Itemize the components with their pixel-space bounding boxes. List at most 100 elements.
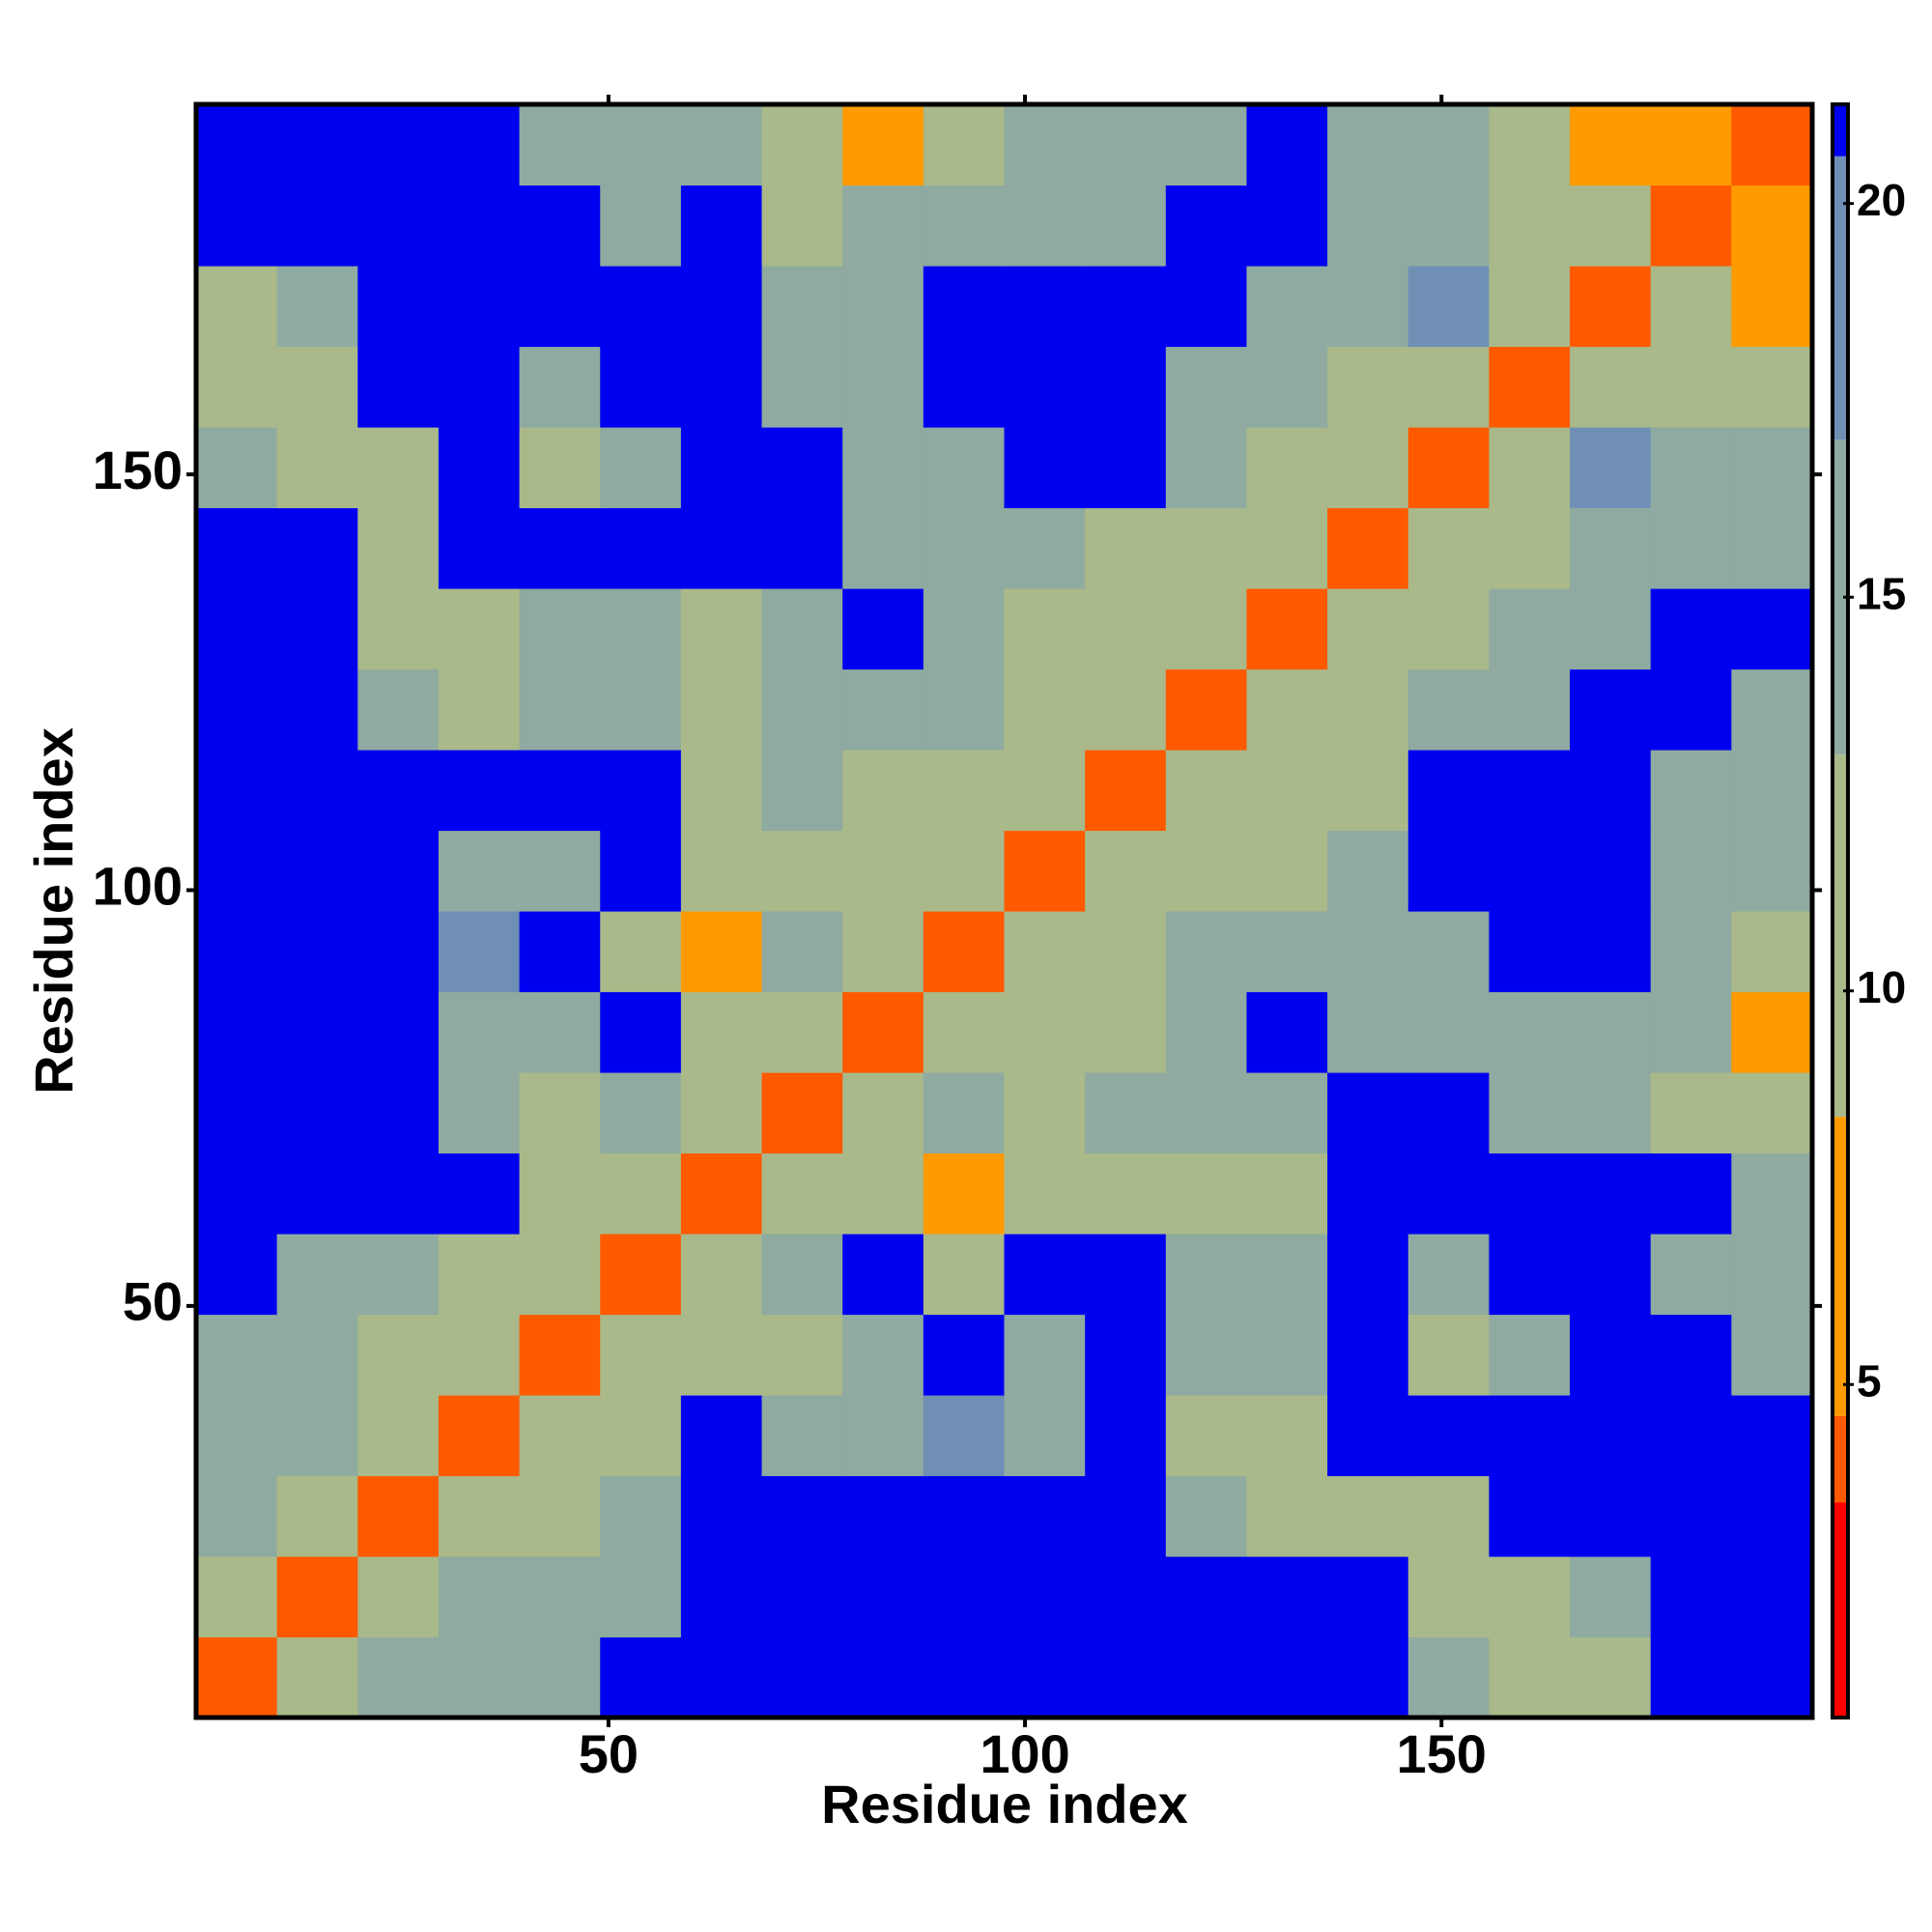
- heatmap-cell: [842, 1314, 924, 1396]
- heatmap-cell: [438, 911, 521, 993]
- heatmap-cell: [519, 427, 601, 509]
- heatmap-cell: [600, 346, 682, 428]
- heatmap-cell: [196, 750, 278, 832]
- heatmap-cell: [1407, 1636, 1490, 1719]
- heatmap-cell: [1407, 1314, 1490, 1396]
- heatmap-cell: [1327, 1314, 1409, 1396]
- heatmap-cell: [1165, 104, 1248, 186]
- heatmap-cell: [842, 1475, 924, 1557]
- heatmap-cell: [519, 588, 601, 670]
- heatmap-cell: [1489, 1395, 1571, 1477]
- x-tick-label: 100: [980, 1723, 1069, 1784]
- heatmap-cell: [842, 185, 924, 267]
- heatmap-cell: [680, 346, 763, 428]
- heatmap-cell: [1004, 1314, 1086, 1396]
- heatmap-cell: [1407, 830, 1490, 912]
- heatmap-cell: [196, 346, 278, 428]
- heatmap-cell: [1327, 1475, 1409, 1557]
- heatmap-cell: [1731, 1314, 1813, 1396]
- heatmap-cell: [1650, 507, 1732, 589]
- heatmap-cell: [600, 1072, 682, 1154]
- heatmap-cell: [761, 1072, 843, 1154]
- heatmap-cell: [1165, 1636, 1248, 1719]
- heatmap-cell: [1004, 668, 1086, 751]
- heatmap-cell: [923, 750, 1006, 832]
- heatmap-cell: [196, 1395, 278, 1477]
- heatmap-cell: [1085, 1636, 1167, 1719]
- heatmap-cell: [1085, 346, 1167, 428]
- heatmap-cell: [761, 1314, 843, 1396]
- heatmap-cell: [196, 588, 278, 670]
- heatmap-cell: [276, 588, 358, 670]
- heatmap-cell: [1489, 668, 1571, 751]
- heatmap-cell: [1085, 1475, 1167, 1557]
- heatmap-cell: [276, 1475, 358, 1557]
- heatmap-cell: [438, 507, 521, 589]
- heatmap-cell: [1407, 427, 1490, 509]
- heatmap-cell: [923, 427, 1006, 509]
- heatmap-cell: [1650, 1152, 1732, 1235]
- heatmap-cell: [1407, 266, 1490, 348]
- heatmap-cell: [1650, 104, 1732, 186]
- heatmap-cell: [276, 507, 358, 589]
- heatmap-cell: [519, 1475, 601, 1557]
- heatmap-cell: [1165, 750, 1248, 832]
- heatmap-cell: [1570, 911, 1652, 993]
- heatmap-cell: [1407, 346, 1490, 428]
- heatmap-cell: [1246, 1636, 1328, 1719]
- colorbar-frame: [1831, 102, 1850, 1719]
- heatmap-cell: [276, 830, 358, 912]
- heatmap-cell: [438, 991, 521, 1073]
- heatmap-cell: [1327, 830, 1409, 912]
- heatmap-cell: [1650, 266, 1732, 348]
- heatmap-cell: [196, 830, 278, 912]
- heatmap-cell: [923, 1636, 1006, 1719]
- heatmap-cell: [519, 1556, 601, 1638]
- heatmap-cell: [842, 1556, 924, 1638]
- heatmap-cell: [1327, 991, 1409, 1073]
- heatmap-cell: [519, 104, 601, 186]
- heatmap-cell: [357, 1314, 440, 1396]
- heatmap-cell: [196, 1636, 278, 1719]
- heatmap-cell: [1731, 104, 1813, 186]
- heatmap-cell: [1165, 1556, 1248, 1638]
- heatmap-cell: [438, 1072, 521, 1154]
- heatmap-cell: [357, 507, 440, 589]
- heatmap-cell: [1650, 668, 1732, 751]
- heatmap-cell: [1731, 991, 1813, 1073]
- heatmap-cell: [761, 507, 843, 589]
- y-tick-label: 50: [123, 1271, 183, 1332]
- heatmap-cell: [600, 1314, 682, 1396]
- heatmap-cell: [1165, 1072, 1248, 1154]
- heatmap-cell: [1489, 185, 1571, 267]
- heatmap-cell: [923, 668, 1006, 751]
- heatmap-cell: [1004, 588, 1086, 670]
- heatmap-cell: [1327, 507, 1409, 589]
- heatmap-cell: [761, 266, 843, 348]
- heatmap-cell: [680, 830, 763, 912]
- heatmap-cell: [1246, 185, 1328, 267]
- heatmap-cell: [1731, 346, 1813, 428]
- heatmap-cell: [1650, 1395, 1732, 1477]
- heatmap-cell: [1085, 266, 1167, 348]
- heatmap-cell: [1327, 1234, 1409, 1316]
- heatmap-cell: [1407, 185, 1490, 267]
- heatmap-cell: [680, 1234, 763, 1316]
- heatmap-cell: [276, 750, 358, 832]
- heatmap-cell: [1731, 1072, 1813, 1154]
- heatmap-cell: [923, 104, 1006, 186]
- heatmap-cell: [600, 588, 682, 670]
- heatmap-cell: [1165, 588, 1248, 670]
- heatmap-cell: [1246, 427, 1328, 509]
- heatmap-cell: [1085, 991, 1167, 1073]
- heatmap-cell: [1650, 911, 1732, 993]
- heatmap-cell: [276, 1395, 358, 1477]
- heatmap-cell: [842, 911, 924, 993]
- heatmap-cell: [761, 346, 843, 428]
- heatmap-cell: [438, 1152, 521, 1235]
- heatmap-cell: [1246, 1395, 1328, 1477]
- heatmap-cell: [1327, 1152, 1409, 1235]
- heatmap-cell: [1165, 1395, 1248, 1477]
- heatmap-cell: [761, 991, 843, 1073]
